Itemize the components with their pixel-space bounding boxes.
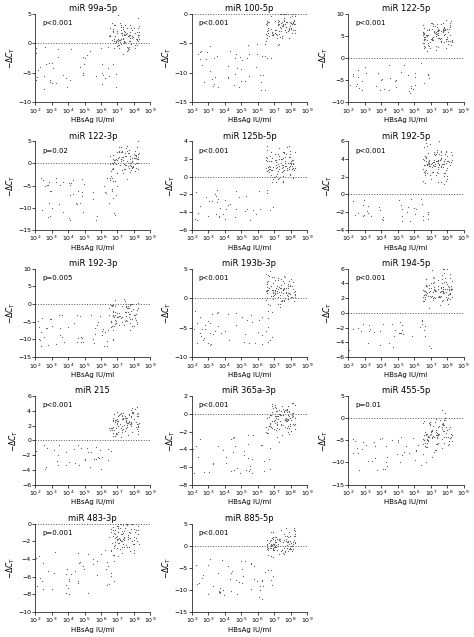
X-axis label: HBsAg IU/ml: HBsAg IU/ml xyxy=(384,372,428,378)
Title: miR 885-5p: miR 885-5p xyxy=(225,514,273,523)
Title: miR 483-3p: miR 483-3p xyxy=(68,514,117,523)
X-axis label: HBsAg IU/ml: HBsAg IU/ml xyxy=(228,245,271,250)
Title: miR 194-5p: miR 194-5p xyxy=(382,259,430,268)
X-axis label: HBsAg IU/ml: HBsAg IU/ml xyxy=(228,627,271,633)
Text: p<0.001: p<0.001 xyxy=(199,20,229,26)
Title: miR 192-5p: miR 192-5p xyxy=(382,132,430,141)
Text: p<0.001: p<0.001 xyxy=(356,20,386,26)
Y-axis label: $-\Delta C_T$: $-\Delta C_T$ xyxy=(321,175,334,197)
X-axis label: HBsAg IU/ml: HBsAg IU/ml xyxy=(384,245,428,250)
Text: p<0.001: p<0.001 xyxy=(199,148,229,154)
Y-axis label: $-\Delta C_T$: $-\Delta C_T$ xyxy=(321,302,334,324)
Title: miR 455-5p: miR 455-5p xyxy=(382,387,430,396)
Text: p<0.001: p<0.001 xyxy=(42,403,73,408)
X-axis label: HBsAg IU/ml: HBsAg IU/ml xyxy=(384,499,428,505)
Text: p=0.001: p=0.001 xyxy=(42,530,73,536)
Y-axis label: $-\Delta C_T$: $-\Delta C_T$ xyxy=(318,429,330,452)
Y-axis label: $-\Delta C_T$: $-\Delta C_T$ xyxy=(318,47,330,69)
Title: miR 99a-5p: miR 99a-5p xyxy=(69,4,117,13)
Y-axis label: $-\Delta C_T$: $-\Delta C_T$ xyxy=(4,302,17,324)
X-axis label: HBsAg IU/ml: HBsAg IU/ml xyxy=(228,499,271,505)
Text: p=0.02: p=0.02 xyxy=(42,148,68,154)
Title: miR 215: miR 215 xyxy=(75,387,110,396)
Y-axis label: $-\Delta C_T$: $-\Delta C_T$ xyxy=(4,175,17,197)
Y-axis label: $-\Delta C_T$: $-\Delta C_T$ xyxy=(164,175,177,197)
Text: p<0.001: p<0.001 xyxy=(199,530,229,536)
Title: miR 193b-3p: miR 193b-3p xyxy=(222,259,276,268)
X-axis label: HBsAg IU/ml: HBsAg IU/ml xyxy=(228,117,271,123)
Text: p=0.01: p=0.01 xyxy=(356,403,382,408)
Y-axis label: $-\Delta C_T$: $-\Delta C_T$ xyxy=(4,47,17,69)
Y-axis label: $-\Delta C_T$: $-\Delta C_T$ xyxy=(8,429,20,452)
X-axis label: HBsAg IU/ml: HBsAg IU/ml xyxy=(384,117,428,123)
Text: p<0.001: p<0.001 xyxy=(42,20,73,26)
Title: miR 122-3p: miR 122-3p xyxy=(69,132,117,141)
X-axis label: HBsAg IU/ml: HBsAg IU/ml xyxy=(71,627,114,633)
X-axis label: HBsAg IU/ml: HBsAg IU/ml xyxy=(71,372,114,378)
Y-axis label: $-\Delta C_T$: $-\Delta C_T$ xyxy=(161,47,173,69)
Title: miR 122-5p: miR 122-5p xyxy=(382,4,430,13)
Title: miR 100-5p: miR 100-5p xyxy=(225,4,273,13)
X-axis label: HBsAg IU/ml: HBsAg IU/ml xyxy=(71,245,114,250)
Text: p<0.001: p<0.001 xyxy=(356,148,386,154)
Y-axis label: $-\Delta C_T$: $-\Delta C_T$ xyxy=(161,557,173,579)
Text: p<0.001: p<0.001 xyxy=(199,275,229,281)
Y-axis label: $-\Delta C_T$: $-\Delta C_T$ xyxy=(4,557,17,579)
Text: p<0.001: p<0.001 xyxy=(199,403,229,408)
X-axis label: HBsAg IU/ml: HBsAg IU/ml xyxy=(71,499,114,505)
X-axis label: HBsAg IU/ml: HBsAg IU/ml xyxy=(228,372,271,378)
Y-axis label: $-\Delta C_T$: $-\Delta C_T$ xyxy=(164,429,177,452)
X-axis label: HBsAg IU/ml: HBsAg IU/ml xyxy=(71,117,114,123)
Title: miR 192-3p: miR 192-3p xyxy=(69,259,117,268)
Title: miR 125b-5p: miR 125b-5p xyxy=(222,132,276,141)
Text: p=0.005: p=0.005 xyxy=(42,275,73,281)
Text: p<0.001: p<0.001 xyxy=(356,275,386,281)
Y-axis label: $-\Delta C_T$: $-\Delta C_T$ xyxy=(161,302,173,324)
Title: miR 365a-3p: miR 365a-3p xyxy=(222,387,276,396)
